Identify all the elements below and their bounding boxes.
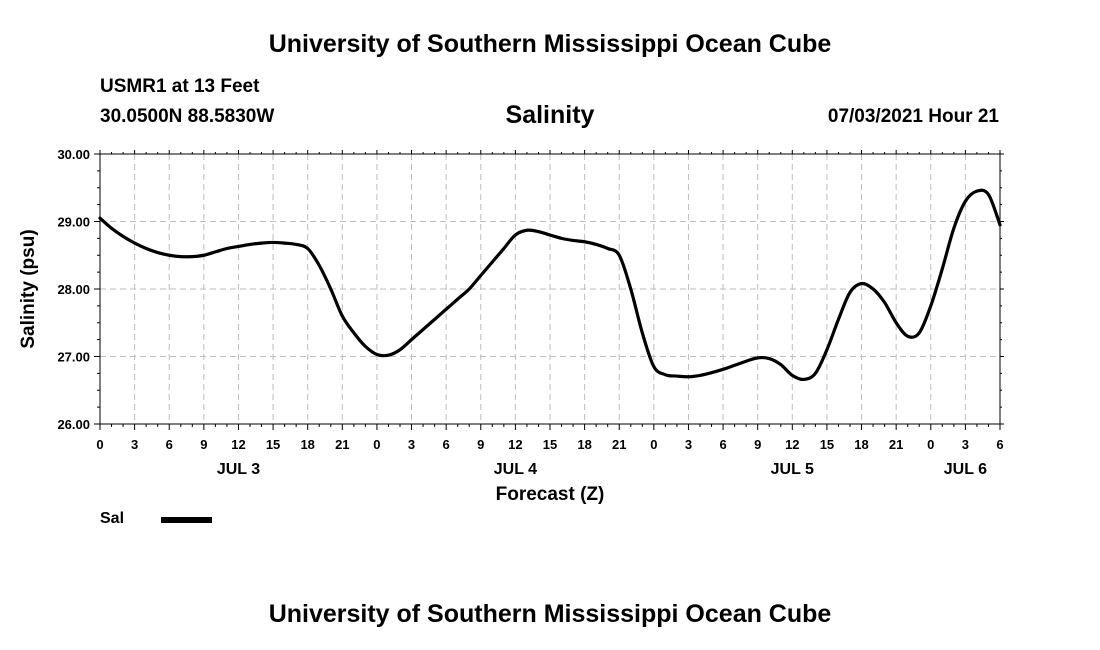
grid-lines xyxy=(100,154,1000,424)
y-tick-label: 29.00 xyxy=(57,215,90,230)
day-label: JUL 4 xyxy=(494,461,537,478)
x-tick-label: 9 xyxy=(200,437,207,452)
x-tick-label: 21 xyxy=(335,437,349,452)
chart-title: Salinity xyxy=(505,101,595,129)
x-tick-label: 6 xyxy=(443,437,450,452)
x-tick-label: 9 xyxy=(754,437,761,452)
day-label: JUL 6 xyxy=(944,461,987,478)
x-tick-label: 12 xyxy=(785,437,799,452)
x-tick-label: 18 xyxy=(577,437,591,452)
x-axis-title: Forecast (Z) xyxy=(496,484,605,505)
x-tick-label: 21 xyxy=(612,437,626,452)
x-tick-label: 15 xyxy=(543,437,557,452)
station-label: USMR1 at 13 Feet xyxy=(100,76,260,97)
x-tick-label: 12 xyxy=(508,437,522,452)
x-tick-label: 6 xyxy=(996,437,1003,452)
y-tick-label: 30.00 xyxy=(57,147,90,162)
x-tick-label: 3 xyxy=(408,437,415,452)
bottom-title: University of Southern Mississippi Ocean… xyxy=(268,600,832,628)
x-tick-label: 0 xyxy=(373,437,380,452)
day-label: JUL 5 xyxy=(771,461,814,478)
legend-label: Sal xyxy=(100,510,125,527)
forecast-datetime: 07/03/2021 Hour 21 xyxy=(827,106,999,127)
x-tick-label: 0 xyxy=(650,437,657,452)
top-title: University of Southern Mississippi Ocean… xyxy=(268,30,832,58)
day-label: JUL 3 xyxy=(217,461,260,478)
x-tick-label: 6 xyxy=(719,437,726,452)
y-tick-label: 26.00 xyxy=(57,417,90,432)
x-tick-label: 0 xyxy=(927,437,934,452)
x-tick-label: 21 xyxy=(889,437,903,452)
y-axis-title: Salinity (psu) xyxy=(18,229,39,348)
x-tick-label: 0 xyxy=(96,437,103,452)
axis-labels: 0 3 6 9 12 15 18 21 0 3 6 9 12 15 18 21 0 3 6 9 12 15 18 21 0 3 6 2… xyxy=(57,147,1003,478)
x-tick-label: 6 xyxy=(166,437,173,452)
y-tick-label: 28.00 xyxy=(57,282,90,297)
x-tick-label: 18 xyxy=(854,437,868,452)
x-tick-label: 12 xyxy=(231,437,245,452)
x-tick-label: 15 xyxy=(820,437,834,452)
x-tick-label: 3 xyxy=(685,437,692,452)
x-tick-label: 15 xyxy=(266,437,280,452)
x-tick-label: 18 xyxy=(300,437,314,452)
y-tick-label: 27.00 xyxy=(57,350,90,365)
x-tick-label: 3 xyxy=(131,437,138,452)
x-tick-label: 3 xyxy=(962,437,969,452)
axis-ticks xyxy=(94,150,1004,430)
series-line-sal xyxy=(98,188,1002,382)
coordinates-label: 30.0500N 88.5830W xyxy=(100,106,275,127)
x-tick-label: 9 xyxy=(477,437,484,452)
legend-line-swatch xyxy=(161,517,212,523)
series-layer xyxy=(98,188,1002,382)
